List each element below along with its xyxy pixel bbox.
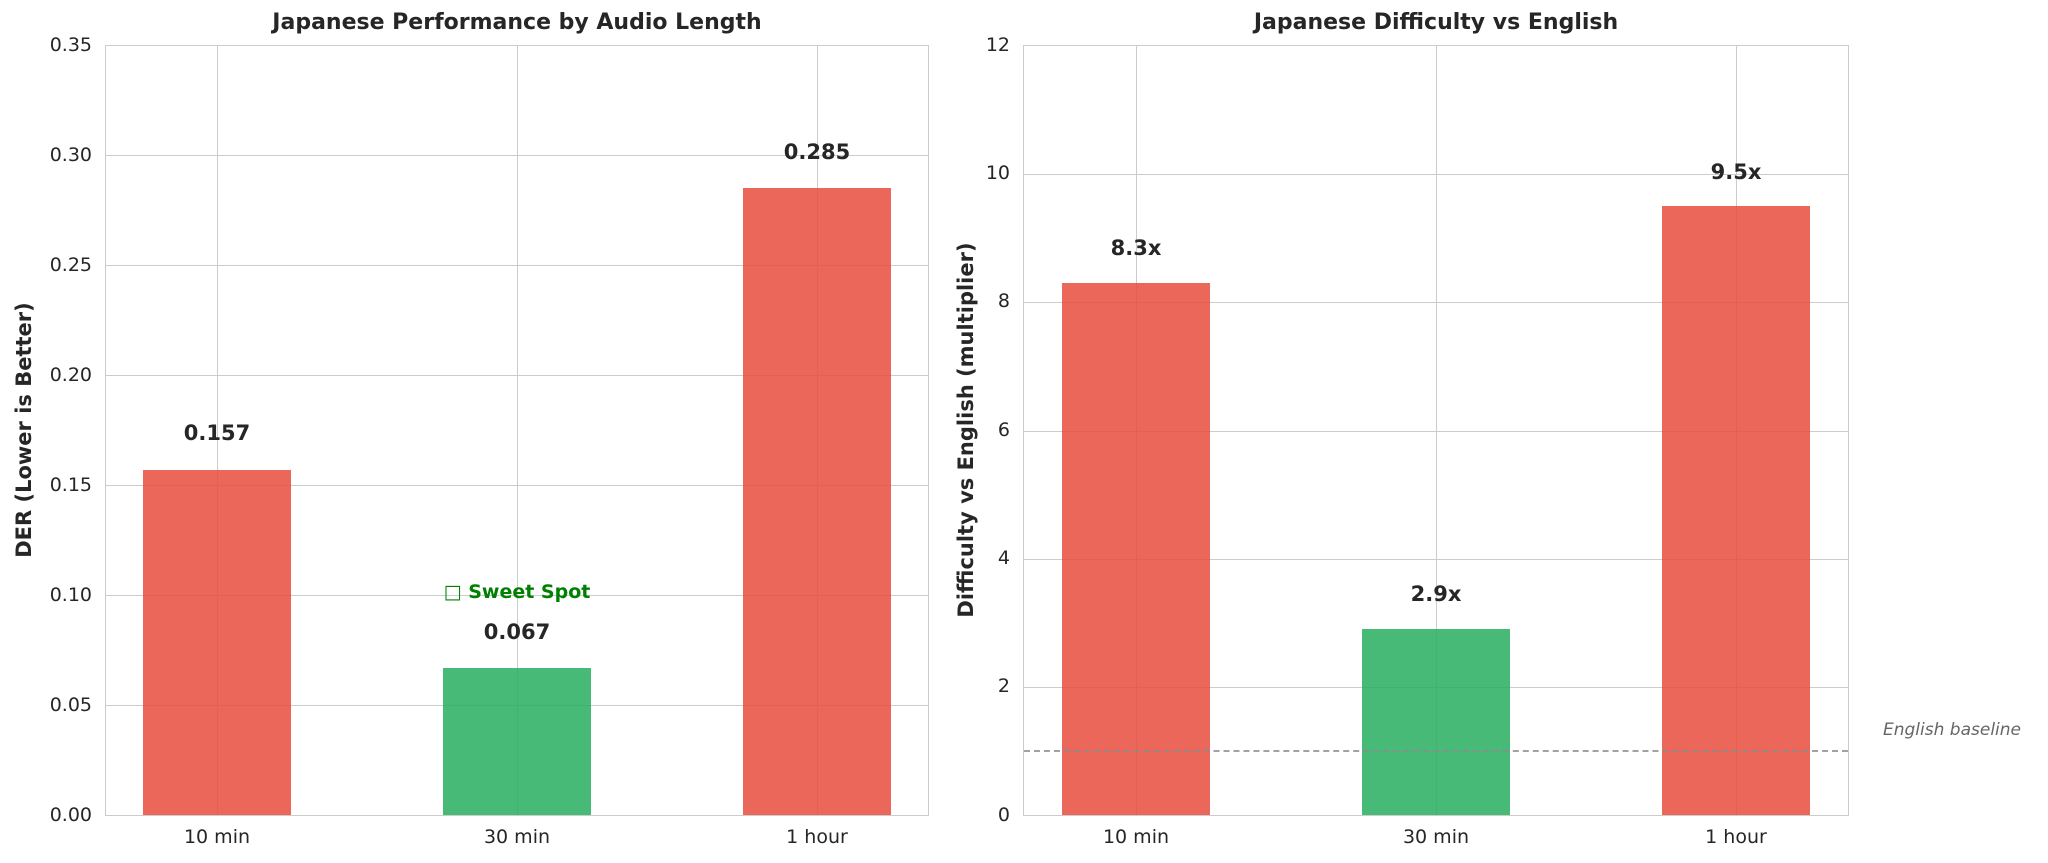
english-baseline-line bbox=[1024, 750, 1848, 752]
left-xtick: 10 min bbox=[183, 826, 251, 848]
right-xtick: 1 hour bbox=[1705, 826, 1767, 848]
left-ytick: 0.35 bbox=[49, 34, 92, 56]
bar-value-label: 9.5x bbox=[1710, 160, 1762, 184]
right-ytick: 10 bbox=[985, 162, 1010, 184]
right-ytick: 4 bbox=[997, 547, 1010, 569]
left-ytick: 0.05 bbox=[49, 694, 92, 716]
gridline bbox=[517, 46, 518, 815]
right-ytick: 0 bbox=[997, 804, 1010, 826]
bar-10-min bbox=[1062, 283, 1210, 815]
sweet-spot-annotation: □ Sweet Spot bbox=[443, 581, 591, 603]
right-ytick: 12 bbox=[985, 34, 1010, 56]
bar-1-hour bbox=[743, 188, 891, 815]
right-xtick: 30 min bbox=[1402, 826, 1470, 848]
bar-value-label: 0.157 bbox=[183, 421, 251, 445]
left-ytick: 0.20 bbox=[49, 364, 92, 386]
left-ytick: 0.10 bbox=[49, 584, 92, 606]
right-xtick: 10 min bbox=[1102, 826, 1170, 848]
bar-value-label: 2.9x bbox=[1410, 582, 1462, 606]
right-ytick: 6 bbox=[997, 419, 1010, 441]
right-ytick: 2 bbox=[997, 675, 1010, 697]
bar-value-label: 8.3x bbox=[1110, 236, 1162, 260]
bar-10-min bbox=[143, 470, 291, 815]
right-ytick: 8 bbox=[997, 290, 1010, 312]
left-ytick: 0.25 bbox=[49, 254, 92, 276]
bar-30-min bbox=[443, 668, 591, 815]
left-ytick: 0.00 bbox=[49, 804, 92, 826]
left-ytick: 0.30 bbox=[49, 144, 92, 166]
right-chart-title: Japanese Difficulty vs English bbox=[1253, 10, 1619, 35]
english-baseline-label: English baseline bbox=[1883, 720, 2021, 740]
left-plot-area: 0.157 0.067 0.285 □ Sweet Spot bbox=[105, 45, 929, 816]
bar-value-label: 0.285 bbox=[783, 140, 851, 164]
left-xtick: 1 hour bbox=[786, 826, 848, 848]
bar-1-hour bbox=[1662, 206, 1810, 815]
bar-30-min bbox=[1362, 629, 1510, 815]
bar-value-label: 0.067 bbox=[483, 620, 551, 644]
gridline bbox=[217, 46, 218, 815]
right-plot-area: 8.3x 2.9x 9.5x bbox=[1023, 45, 1849, 816]
left-xtick: 30 min bbox=[483, 826, 551, 848]
gridline bbox=[1436, 46, 1437, 815]
left-y-axis-label: DER (Lower is Better) bbox=[12, 302, 36, 558]
left-ytick: 0.15 bbox=[49, 474, 92, 496]
left-chart-title: Japanese Performance by Audio Length bbox=[272, 10, 762, 35]
